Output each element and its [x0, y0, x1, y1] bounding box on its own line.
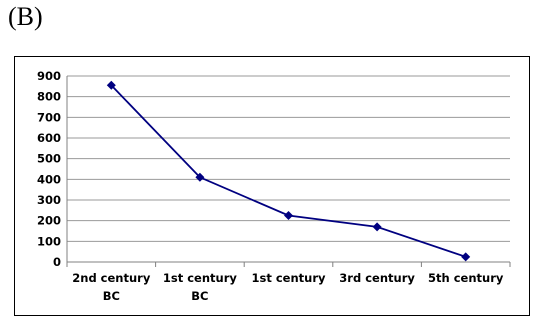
y-tick-label: 0 [53, 255, 61, 269]
data-point-marker [372, 222, 382, 232]
x-tick-label: 1st century [163, 271, 238, 285]
panel-label: (B) [8, 2, 43, 31]
y-tick-label: 600 [37, 131, 61, 145]
y-tick-label: 900 [37, 69, 61, 83]
x-tick-label: 5th century [428, 271, 504, 285]
y-tick-label: 100 [37, 234, 61, 248]
x-tick-label: 2nd century [72, 271, 151, 285]
x-tick-label: 1st century [251, 271, 326, 285]
y-tick-label: 200 [37, 214, 61, 228]
series-line [110, 84, 466, 258]
y-tick-label: 500 [37, 152, 61, 166]
data-point-marker [284, 211, 293, 220]
x-tick-label: 3rd century [339, 271, 415, 285]
x-tick-label: BC [103, 289, 120, 303]
y-tick-label: 400 [37, 172, 61, 186]
chart-frame [14, 56, 530, 316]
x-tick-label: BC [191, 289, 208, 303]
y-tick-label: 300 [37, 193, 61, 207]
data-point-marker [106, 80, 116, 90]
data-point-marker [195, 172, 205, 182]
y-tick-label: 700 [37, 110, 61, 124]
y-tick-label: 800 [37, 90, 61, 104]
data-point-marker [461, 252, 471, 262]
